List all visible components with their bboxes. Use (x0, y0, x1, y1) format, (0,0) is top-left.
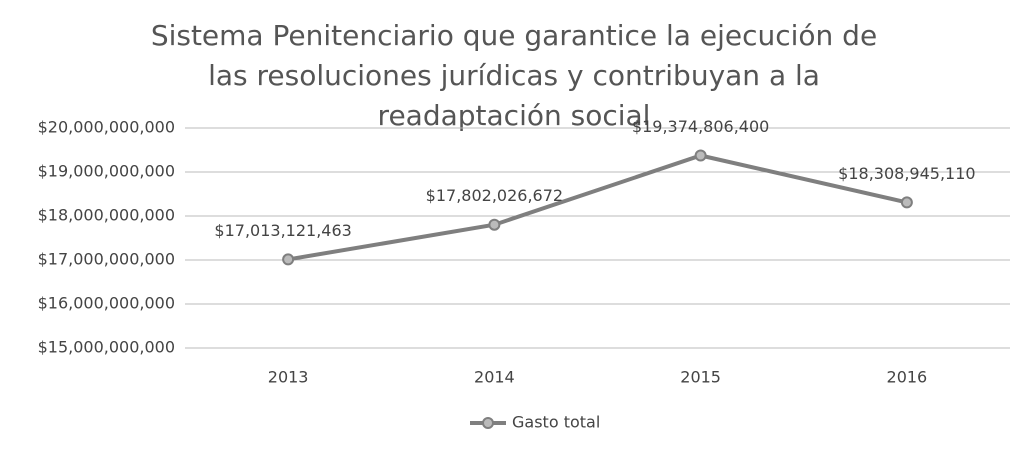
data-label: $18,308,945,110 (838, 164, 975, 183)
point (488, 218, 501, 231)
y-tick-label: $19,000,000,000 (38, 162, 175, 181)
y-tick-label: $17,000,000,000 (38, 250, 175, 269)
legend-label: Gasto total (512, 413, 600, 432)
data-label: $17,013,121,463 (214, 221, 351, 240)
x-tick-label: 2016 (887, 368, 928, 387)
legend-marker (482, 417, 494, 429)
y-tick-label: $18,000,000,000 (38, 206, 175, 225)
x-tick-label: 2015 (680, 368, 721, 387)
y-tick-label: $20,000,000,000 (38, 118, 175, 137)
y-tick-label: $15,000,000,000 (38, 338, 175, 357)
series-line (287, 153, 908, 262)
x-tick-label: 2014 (474, 368, 515, 387)
point (694, 149, 707, 162)
y-tick-label: $16,000,000,000 (38, 294, 175, 313)
chart-title: Sistema Penitenciario que garantice la e… (150, 19, 878, 132)
data-label: $17,802,026,672 (426, 186, 563, 205)
data-label: $19,374,806,400 (632, 117, 769, 136)
point (282, 253, 295, 266)
point (900, 196, 913, 209)
x-tick-label: 2013 (268, 368, 309, 387)
